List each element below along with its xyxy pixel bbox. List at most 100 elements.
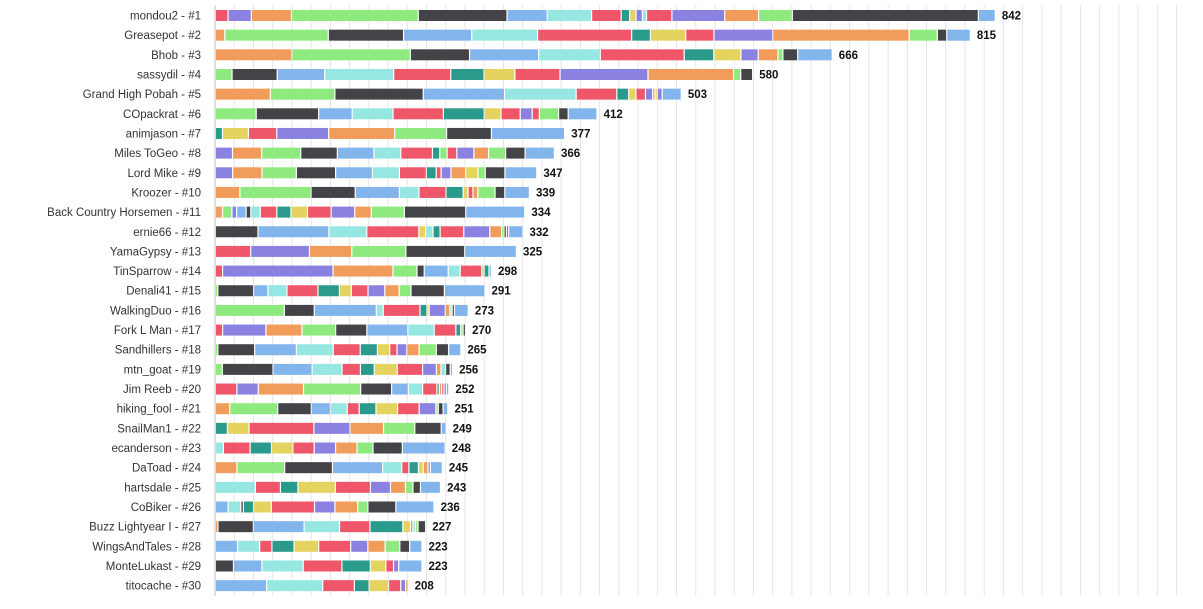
bar-segment[interactable] bbox=[267, 580, 323, 592]
bar-segment[interactable] bbox=[291, 206, 307, 218]
bar-segment[interactable] bbox=[646, 88, 653, 100]
bar-segment[interactable] bbox=[408, 324, 434, 336]
bar-segment[interactable] bbox=[393, 265, 417, 277]
bar-segment[interactable] bbox=[451, 68, 484, 80]
bar-segment[interactable] bbox=[450, 304, 452, 316]
bar-segment[interactable] bbox=[449, 344, 461, 356]
bar-segment[interactable] bbox=[370, 560, 386, 572]
bar-segment[interactable] bbox=[216, 560, 233, 572]
bar-segment[interactable] bbox=[445, 304, 450, 316]
bar-segment[interactable] bbox=[759, 10, 792, 21]
bar-segment[interactable] bbox=[357, 442, 373, 454]
bar-segment[interactable] bbox=[367, 324, 408, 336]
bar-segment[interactable] bbox=[218, 521, 253, 533]
bar-segment[interactable] bbox=[335, 501, 358, 513]
bar-segment[interactable] bbox=[450, 363, 452, 375]
bar-segment[interactable] bbox=[277, 68, 325, 80]
bar-segment[interactable] bbox=[355, 580, 369, 592]
bar-segment[interactable] bbox=[451, 167, 466, 179]
bar-segment[interactable] bbox=[216, 442, 223, 454]
bar-segment[interactable] bbox=[419, 462, 423, 474]
bar-segment[interactable] bbox=[216, 462, 237, 474]
bar-segment[interactable] bbox=[216, 127, 222, 139]
bar-segment[interactable] bbox=[251, 10, 291, 21]
bar-segment[interactable] bbox=[390, 344, 397, 356]
bar-segment[interactable] bbox=[336, 324, 367, 336]
bar-segment[interactable] bbox=[427, 304, 429, 316]
bar-segment[interactable] bbox=[485, 167, 505, 179]
bar-segment[interactable] bbox=[741, 68, 752, 80]
bar-segment[interactable] bbox=[418, 10, 507, 21]
bar-segment[interactable] bbox=[466, 167, 478, 179]
bar-segment[interactable] bbox=[758, 49, 778, 61]
bar-segment[interactable] bbox=[223, 324, 266, 336]
bar-segment[interactable] bbox=[426, 167, 436, 179]
bar-segment[interactable] bbox=[392, 383, 408, 395]
bar-segment[interactable] bbox=[222, 363, 273, 375]
bar-segment[interactable] bbox=[396, 501, 434, 513]
bar-segment[interactable] bbox=[684, 49, 714, 61]
bar-segment[interactable] bbox=[223, 127, 248, 139]
bar-segment[interactable] bbox=[909, 29, 937, 41]
bar-segment[interactable] bbox=[397, 363, 422, 375]
bar-segment[interactable] bbox=[398, 403, 419, 415]
bar-segment[interactable] bbox=[367, 226, 419, 238]
bar-segment[interactable] bbox=[216, 68, 232, 80]
bar-segment[interactable] bbox=[240, 186, 311, 198]
bar-segment[interactable] bbox=[218, 285, 253, 297]
bar-segment[interactable] bbox=[502, 226, 504, 238]
bar-segment[interactable] bbox=[436, 167, 441, 179]
bar-segment[interactable] bbox=[540, 108, 558, 120]
bar-segment[interactable] bbox=[377, 344, 390, 356]
bar-segment[interactable] bbox=[416, 521, 418, 533]
bar-segment[interactable] bbox=[246, 206, 251, 218]
bar-segment[interactable] bbox=[509, 226, 523, 238]
bar-segment[interactable] bbox=[632, 29, 650, 41]
bar-segment[interactable] bbox=[651, 29, 686, 41]
bar-segment[interactable] bbox=[340, 521, 370, 533]
bar-segment[interactable] bbox=[360, 344, 377, 356]
bar-segment[interactable] bbox=[333, 462, 382, 474]
bar-segment[interactable] bbox=[463, 186, 468, 198]
bar-segment[interactable] bbox=[262, 147, 301, 159]
bar-segment[interactable] bbox=[304, 521, 339, 533]
bar-segment[interactable] bbox=[374, 147, 401, 159]
bar-segment[interactable] bbox=[331, 206, 355, 218]
bar-segment[interactable] bbox=[350, 422, 383, 434]
bar-segment[interactable] bbox=[216, 304, 284, 316]
bar-segment[interactable] bbox=[576, 88, 617, 100]
bar-segment[interactable] bbox=[447, 147, 457, 159]
bar-segment[interactable] bbox=[515, 68, 560, 80]
bar-segment[interactable] bbox=[423, 462, 428, 474]
bar-segment[interactable] bbox=[359, 403, 376, 415]
bar-segment[interactable] bbox=[456, 324, 461, 336]
bar-segment[interactable] bbox=[464, 226, 490, 238]
bar-segment[interactable] bbox=[389, 580, 401, 592]
bar-segment[interactable] bbox=[271, 501, 314, 513]
bar-segment[interactable] bbox=[437, 383, 439, 395]
bar-segment[interactable] bbox=[342, 363, 360, 375]
bar-segment[interactable] bbox=[404, 206, 466, 218]
bar-segment[interactable] bbox=[423, 383, 437, 395]
bar-segment[interactable] bbox=[314, 422, 350, 434]
bar-segment[interactable] bbox=[361, 363, 374, 375]
bar-segment[interactable] bbox=[630, 10, 636, 21]
bar-segment[interactable] bbox=[506, 147, 525, 159]
bar-segment[interactable] bbox=[216, 167, 232, 179]
bar-segment[interactable] bbox=[337, 147, 374, 159]
bar-segment[interactable] bbox=[441, 422, 446, 434]
bar-segment[interactable] bbox=[436, 403, 438, 415]
bar-segment[interactable] bbox=[262, 560, 303, 572]
bar-segment[interactable] bbox=[258, 383, 303, 395]
bar-segment[interactable] bbox=[256, 481, 280, 493]
bar-segment[interactable] bbox=[312, 363, 342, 375]
bar-segment[interactable] bbox=[413, 521, 415, 533]
bar-segment[interactable] bbox=[592, 10, 621, 21]
bar-segment[interactable] bbox=[368, 285, 385, 297]
bar-segment[interactable] bbox=[419, 403, 436, 415]
bar-segment[interactable] bbox=[424, 265, 448, 277]
bar-segment[interactable] bbox=[216, 501, 228, 513]
bar-segment[interactable] bbox=[216, 88, 270, 100]
bar-segment[interactable] bbox=[400, 540, 410, 552]
bar-segment[interactable] bbox=[506, 226, 509, 238]
